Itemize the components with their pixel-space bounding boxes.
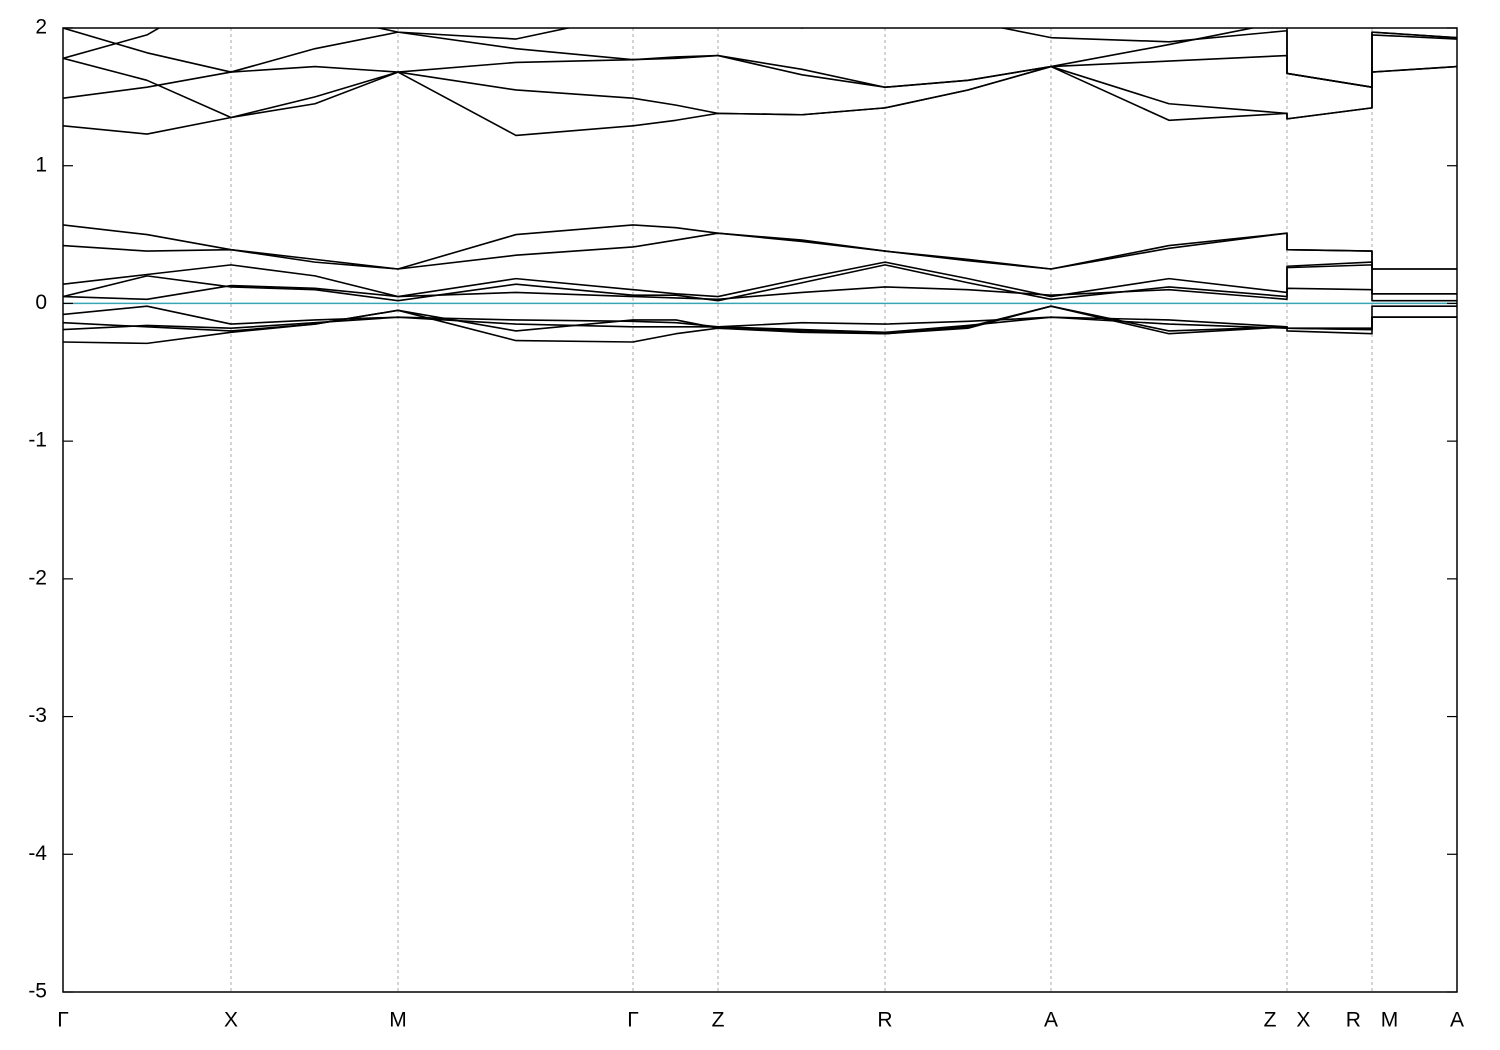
x-tick-label: R M — [1346, 1009, 1399, 1032]
band-line — [63, 261, 1457, 298]
y-tick-label: -2 — [28, 566, 47, 589]
y-tick-label: -4 — [28, 842, 47, 865]
x-tick-label: A — [1044, 1009, 1058, 1032]
y-tick-label: -5 — [28, 980, 47, 1003]
band-line — [63, 305, 1457, 335]
y-tick-label: 2 — [35, 16, 47, 39]
band-line — [63, 232, 1457, 270]
x-tick-label: Z — [712, 1009, 725, 1032]
x-tick-label: Z X — [1264, 1009, 1311, 1032]
y-tick-label: -1 — [28, 429, 47, 452]
band-line — [63, 305, 1457, 334]
band-line — [63, 57, 1457, 120]
band-line — [63, 65, 1457, 137]
band-line — [63, 28, 1457, 89]
y-tick-label: 1 — [35, 153, 47, 176]
x-tick-label: M — [389, 1009, 407, 1032]
band-line — [63, 264, 1457, 302]
x-tick-label: Γ — [57, 1009, 69, 1032]
y-tick-label: 0 — [35, 291, 47, 314]
band-line — [63, 224, 1457, 270]
plot-area — [63, 28, 1457, 992]
band-line — [63, 28, 1457, 89]
y-tick-label: -3 — [28, 704, 47, 727]
x-tick-label: Γ — [627, 1009, 639, 1032]
x-tick-label: R — [877, 1009, 892, 1032]
x-tick-label: X — [224, 1009, 238, 1032]
x-tick-label: A — [1450, 1009, 1464, 1032]
band-line — [63, 284, 1457, 302]
band-line — [63, 34, 1457, 100]
plot-frame — [62, 27, 1458, 993]
